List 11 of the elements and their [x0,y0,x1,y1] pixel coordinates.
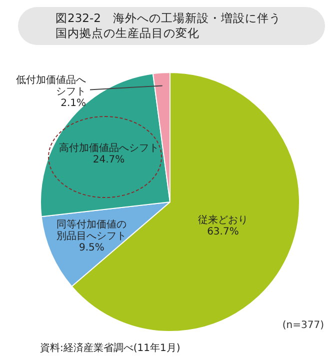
data-label: 63.7% [207,226,239,238]
chart-title: 図232-2 海外への工場新設・増設に伴う国内拠点の生産品目の変化 [56,11,282,41]
text: (n=377) [282,320,324,331]
data-label: 24.7% [92,154,125,166]
slice-label: 低付加価値品へシフト [16,74,86,98]
slice-label: 高付加価値品へシフト [58,142,159,154]
slice-label: 同等付加価値の別品目へシフト [56,218,127,242]
slice-label: 従来どおり [198,214,248,226]
data-label: 9.5% [78,242,104,254]
data-label: 2.1% [60,98,86,109]
text: 資料:経済産業省調べ(11年1月) [40,342,180,355]
